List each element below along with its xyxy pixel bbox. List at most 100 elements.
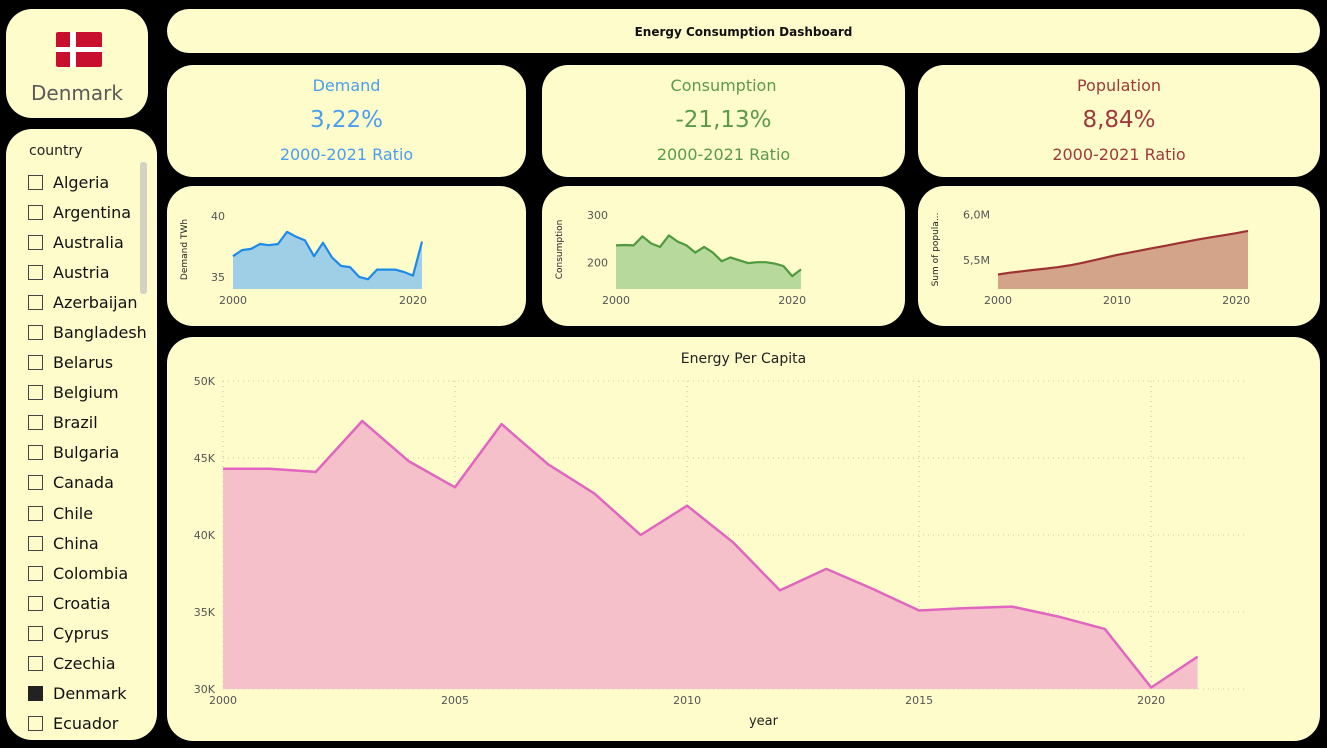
y-tick-label: 200 [587,257,608,270]
series-line [615,234,802,278]
slicer-item[interactable]: Czechia [28,649,147,679]
slicer-checkbox[interactable] [28,445,43,461]
series-area [616,235,801,289]
y-axis-label: Demand TWh [180,219,190,280]
slicer-item[interactable]: Bulgaria [28,438,147,468]
slicer-checkbox[interactable] [28,325,43,341]
slicer-item[interactable]: Canada [28,468,147,498]
x-tick-label: 2020 [399,294,427,307]
consumption-kpi-value: -21,13% [675,107,772,133]
consumption-chart-card: 200 300 2000 2020 Consumption [542,186,905,326]
y-tick-label: 6,0M [963,209,990,222]
x-tick-label: 2000 [602,294,630,307]
slicer-checkbox[interactable] [28,234,43,250]
slicer-checkbox[interactable] [28,565,43,581]
slicer-item-label: Azerbaijan [53,292,138,312]
slicer-item[interactable]: Belgium [28,378,147,408]
slicer-item[interactable]: Australia [28,227,147,257]
slicer-item-label: Denmark [53,684,127,704]
slicer-checkbox[interactable] [28,204,43,220]
slicer-item[interactable]: Azerbaijan [28,287,147,317]
slicer-checkbox[interactable] [28,355,43,371]
slicer-checkbox[interactable] [28,505,43,521]
slicer-item[interactable]: Denmark [28,679,147,709]
slicer-item[interactable]: Austria [28,257,147,287]
slicer-checkbox[interactable] [28,656,43,672]
slicer-item[interactable]: China [28,528,147,558]
y-tick-label: 40K [194,529,216,542]
x-tick-label: 2000 [219,294,247,307]
slicer-item[interactable]: Argentina [28,197,147,227]
slicer-item[interactable]: Chile [28,498,147,528]
selected-country-card: Denmark [6,9,148,118]
y-tick-label: 35 [211,271,225,284]
slicer-item-label: Belgium [53,383,119,403]
y-tick-label: 30K [194,683,216,696]
dashboard-title: Energy Consumption Dashboard [634,25,853,39]
series-area [998,230,1248,289]
slicer-list: Algeria Argentina Australia Austria Azerbaij… [28,167,147,739]
series-line [232,230,424,281]
slicer-item-label: Ecuador [53,714,119,734]
slicer-item[interactable]: Algeria [28,167,147,197]
x-tick-label: 2005 [441,694,469,707]
y-tick-label: 40 [211,210,225,223]
slicer-item[interactable]: Croatia [28,588,147,618]
population-chart: 5,5M 6,0M 2000 2010 2020 Sum of popula... [931,209,1250,307]
slicer-item-label: China [53,533,99,553]
energy-per-capita-chart: 30K 35K 40K 45K 50K 2000 2005 2010 2015 2020 Energ… [194,351,1244,729]
y-axis-label: Sum of popula... [931,213,941,287]
x-tick-label: 2020 [1222,294,1250,307]
slicer-checkbox[interactable] [28,174,43,190]
slicer-item-label: Croatia [53,593,111,613]
slicer-scrollbar[interactable] [140,162,147,294]
demand-kpi-subtitle: 2000-2021 Ratio [279,145,414,164]
demand-kpi-label: Demand [312,76,381,95]
slicer-checkbox[interactable] [28,264,43,280]
title-bar: Energy Consumption Dashboard [167,9,1320,53]
x-tick-label: 2000 [984,294,1012,307]
y-tick-label: 5,5M [963,254,990,267]
slicer-item-label: Bulgaria [53,443,120,463]
x-tick-label: 2020 [1137,694,1165,707]
population-kpi-subtitle: 2000-2021 Ratio [1052,145,1186,164]
slicer-checkbox[interactable] [28,595,43,611]
population-chart-card: 5,5M 6,0M 2000 2010 2020 Sum of popula... [918,186,1320,326]
series-line [223,419,1199,689]
slicer-item-label: Bangladesh [53,323,147,343]
slicer-item[interactable]: Brazil [28,408,147,438]
slicer-checkbox[interactable] [28,716,43,732]
series-area [233,231,422,289]
slicer-item[interactable]: Colombia [28,558,147,588]
population-kpi-label: Population [1076,76,1162,95]
slicer-item-label: Argentina [53,202,132,222]
slicer-item-label: Czechia [53,654,116,674]
series-line [997,229,1249,276]
x-tick-label: 2010 [1103,294,1131,307]
slicer-item[interactable]: Ecuador [28,709,147,739]
slicer-item[interactable]: Belarus [28,348,147,378]
slicer-item-label: Austria [53,262,110,282]
slicer-checkbox[interactable] [28,625,43,641]
slicer-checkbox[interactable] [28,535,43,551]
slicer-item-label: Australia [53,232,124,252]
x-tick-label: 2020 [778,294,806,307]
consumption-kpi-card: Consumption -21,13% 2000-2021 Ratio [542,65,905,177]
x-tick-label: 2000 [209,694,237,707]
slicer-title: country [29,143,83,159]
slicer-checkbox[interactable] [28,294,43,310]
x-tick-label: 2015 [905,694,933,707]
population-kpi-card: Population 8,84% 2000-2021 Ratio [918,65,1320,177]
slicer-item-label: Cyprus [53,623,109,643]
y-tick-label: 300 [587,209,608,222]
slicer-checkbox[interactable] [28,686,43,702]
demand-chart-card: 35 40 2000 2020 Demand TWh [167,186,526,326]
slicer-item-label: Algeria [53,172,110,192]
consumption-chart: 200 300 2000 2020 Consumption [555,209,806,307]
slicer-checkbox[interactable] [28,385,43,401]
slicer-item[interactable]: Cyprus [28,618,147,648]
slicer-checkbox[interactable] [28,475,43,491]
country-slicer: country Algeria Argentina Australia Austria… [6,129,157,740]
slicer-checkbox[interactable] [28,415,43,431]
slicer-item[interactable]: Bangladesh [28,317,147,347]
